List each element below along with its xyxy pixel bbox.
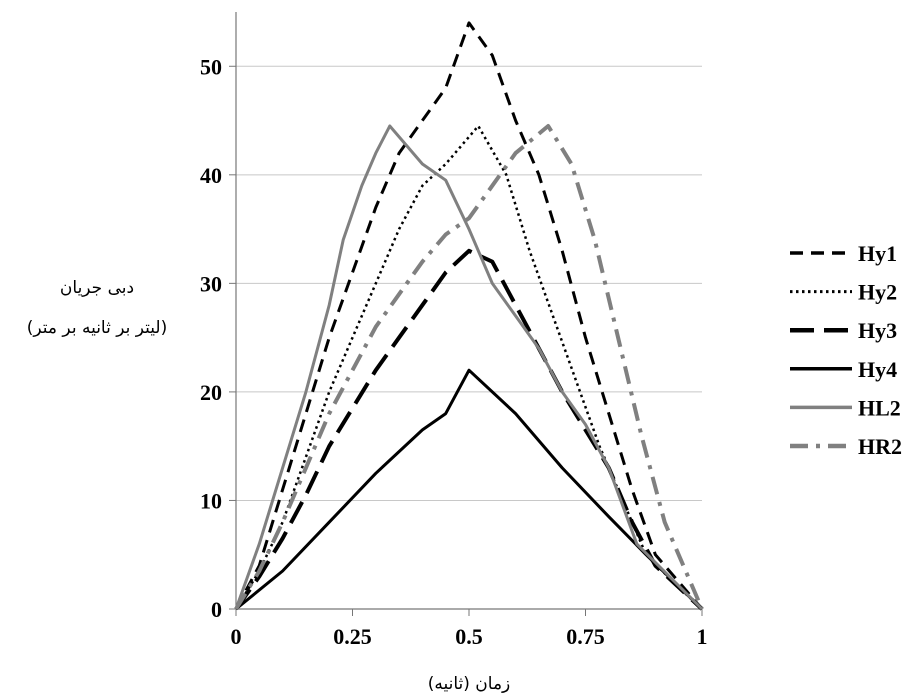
- x-tick-label: 0: [231, 624, 242, 649]
- y-tick-label: 0: [211, 597, 222, 622]
- y-axis-title-line2: (لیتر بر ثانیه بر متر): [27, 318, 167, 338]
- x-tick-label: 0.75: [566, 624, 605, 649]
- series-line-hy4: [235, 368, 704, 611]
- x-tick-label: 0.5: [455, 624, 483, 649]
- y-tick-label: 30: [200, 271, 222, 296]
- legend-label-hr2: HR2: [858, 434, 902, 459]
- legend-label-hy3: Hy3: [858, 318, 897, 343]
- series-line-hr2: [234, 124, 704, 611]
- y-tick-label: 40: [200, 163, 222, 188]
- plot-lines: [234, 21, 704, 611]
- series-line-hy1: [234, 21, 704, 610]
- series-line-hy2: [234, 124, 703, 610]
- y-tick-label: 50: [200, 54, 222, 79]
- y-axis-title-line1: دبی جریان: [60, 278, 134, 298]
- y-tick-label: 10: [200, 488, 222, 513]
- x-tick-label: 0.25: [333, 624, 372, 649]
- axes: [235, 12, 703, 616]
- legend-label-hl2: HL2: [858, 395, 901, 420]
- x-tick-label: 1: [697, 624, 708, 649]
- legend: Hy1 Hy2 Hy3 Hy4 HL2 HR2: [790, 241, 902, 459]
- y-tick-label: 20: [200, 380, 222, 405]
- series-line-hy3: [234, 248, 704, 611]
- legend-label-hy4: Hy4: [858, 357, 897, 382]
- legend-label-hy2: Hy2: [858, 280, 897, 305]
- series-line-hl2: [234, 124, 704, 611]
- x-axis-title: زمان (ثانیه): [428, 674, 511, 694]
- tick-labels: 0 10 20 30 40 50 0 0.25 0.5 0.75 1: [200, 54, 708, 649]
- legend-label-hy1: Hy1: [858, 241, 897, 266]
